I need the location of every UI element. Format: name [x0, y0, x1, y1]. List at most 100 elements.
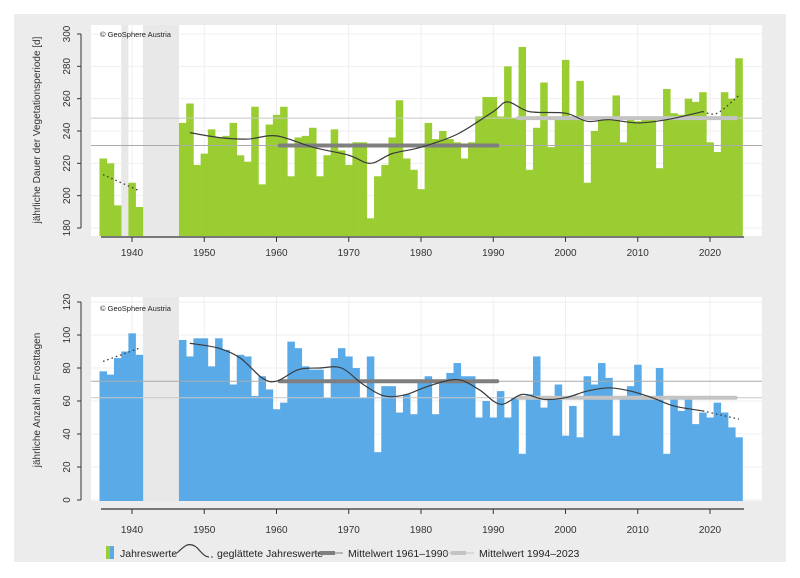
bar-1949: [193, 338, 201, 501]
bar-1986: [460, 158, 469, 236]
legend-swatch-green: [106, 546, 110, 559]
bar-1938: [113, 358, 122, 501]
bar-2019: [699, 412, 707, 501]
bar-2012: [648, 397, 657, 501]
bar-2014: [663, 453, 671, 501]
bar-1991: [496, 116, 505, 236]
bar-2009: [626, 386, 635, 501]
legend: Jahreswerte geglättete Jahreswerte Mitte…: [106, 544, 580, 560]
bar-2020: [706, 142, 714, 236]
bar-2010: [634, 364, 642, 501]
bar-2005: [598, 119, 606, 236]
bar-2011: [641, 397, 649, 501]
bar-1984: [446, 139, 454, 236]
bar-1963: [294, 348, 303, 501]
y-tick-label: 220: [62, 155, 73, 172]
x-tick-label: 1970: [338, 248, 361, 259]
bar-1973: [366, 218, 375, 236]
x-tick-label: 2010: [627, 525, 650, 536]
bar-1974: [374, 176, 382, 236]
bar-1938: [113, 205, 122, 236]
smoothed-line-dotted-early: [102, 347, 140, 363]
legend-mean2-label: Mittelwert 1994–2023: [479, 548, 580, 560]
bar-2015: [670, 397, 678, 501]
bar-1977: [395, 412, 404, 501]
x-tick-label: 2000: [554, 248, 577, 259]
bar-2000: [561, 59, 570, 236]
x-tick-label: 1940: [121, 248, 144, 259]
bar-1978: [402, 158, 411, 236]
bar-1980: [417, 379, 425, 501]
bar-1936: [99, 371, 108, 501]
bar-1959: [265, 389, 274, 501]
x-tick-label: 1950: [193, 248, 216, 259]
bar-2001: [569, 405, 577, 501]
bar-1965: [309, 127, 317, 236]
bar-1948: [186, 103, 194, 237]
x-tick-label: 1970: [338, 525, 361, 536]
bar-1958: [258, 184, 266, 236]
bar-1955: [236, 155, 245, 236]
bar-2011: [641, 119, 649, 236]
bar-1971: [352, 368, 360, 501]
y-tick-label: 280: [62, 58, 73, 75]
missing-data-band: [121, 25, 129, 236]
legend-smooth-line-icon: [176, 544, 210, 558]
bar-1982: [431, 139, 440, 236]
bar-2023: [728, 427, 736, 501]
bar-1973: [366, 356, 375, 501]
bar-1949: [193, 164, 201, 236]
legend-dot: [173, 553, 175, 555]
y-tick-label: 100: [62, 326, 73, 343]
bar-1981: [424, 376, 433, 501]
bar-1980: [417, 189, 425, 236]
x-tick-label: 1960: [265, 248, 288, 259]
x-tick-label: 2020: [699, 525, 722, 536]
y-tick-label: 260: [62, 90, 73, 107]
bar-1947: [178, 339, 187, 501]
bar-1959: [265, 124, 274, 236]
bar-1950: [200, 338, 209, 501]
bar-2016: [677, 114, 686, 236]
bar-2015: [670, 113, 678, 236]
bar-2012: [648, 119, 657, 236]
bar-1976: [388, 386, 397, 501]
bar-1992: [504, 417, 512, 501]
bar-2022: [720, 92, 729, 236]
bar-1969: [337, 150, 346, 236]
bar-1947: [178, 122, 187, 236]
bar-1998: [547, 397, 555, 501]
bar-2014: [663, 88, 671, 236]
bar-1954: [229, 384, 238, 501]
bar-1964: [301, 366, 310, 501]
y-tick-label: 300: [62, 25, 73, 42]
bar-2022: [720, 412, 729, 501]
bar-2017: [684, 397, 693, 501]
bar-2021: [713, 152, 722, 236]
bar-2021: [713, 402, 722, 501]
bar-1963: [294, 137, 303, 236]
x-tick-label: 1990: [482, 525, 505, 536]
bar-1990: [489, 97, 498, 236]
x-tick-label: 2000: [554, 525, 577, 536]
bar-1956: [243, 356, 252, 501]
bar-1940: [128, 333, 136, 501]
bar-1937: [106, 374, 115, 501]
panel-frost-days: © GeoSphere Austria jährliche Anzahl an …: [32, 293, 762, 536]
bar-1999: [554, 384, 563, 501]
y-tick-label: 240: [62, 122, 73, 139]
bar-1957: [251, 396, 259, 501]
bar-1952: [215, 338, 223, 501]
bar-1976: [388, 137, 397, 236]
bar-1954: [229, 122, 238, 236]
panel-vegetation-period: © GeoSphere Austria jährliche Dauer der …: [32, 25, 762, 259]
plot-area: [91, 25, 762, 237]
bar-1992: [504, 66, 512, 236]
bar-1985: [453, 142, 462, 236]
legend-swatch-blue: [110, 546, 114, 559]
bar-1994: [518, 46, 527, 236]
bar-1987: [467, 376, 476, 501]
bar-1937: [106, 163, 115, 236]
bar-1988: [475, 116, 483, 236]
legend-smoothed-label: geglättete Jahreswerte: [217, 548, 323, 560]
